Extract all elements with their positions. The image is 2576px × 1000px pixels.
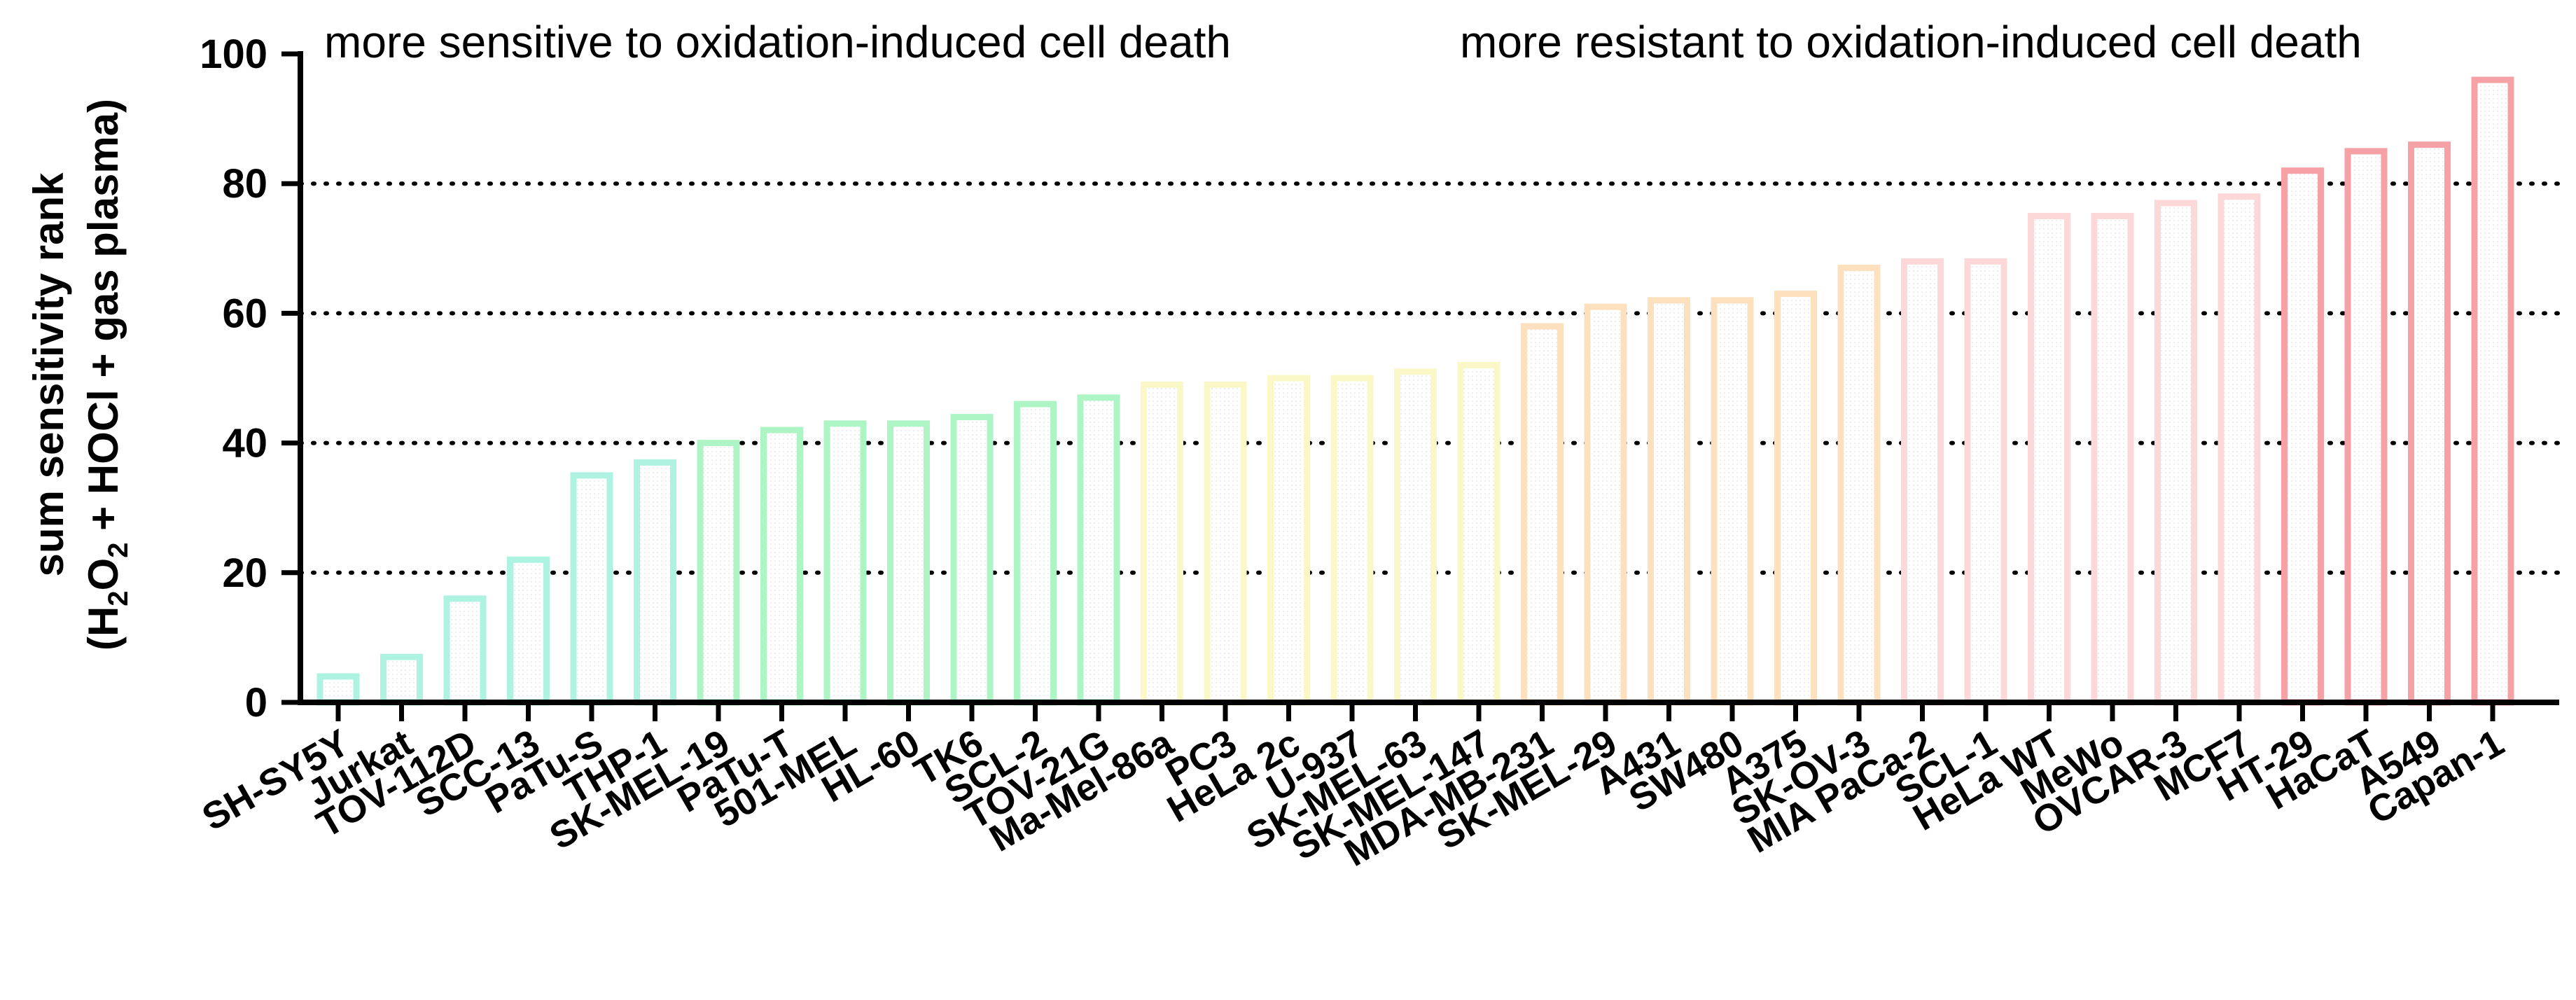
y-axis-title-subscript: 2 xyxy=(103,590,134,606)
y-ticks: 0 20 40 60 80 100 xyxy=(200,32,300,725)
y-tick-label: 0 xyxy=(245,680,267,725)
y-axis-title-part: (H xyxy=(80,606,127,651)
bar xyxy=(2091,213,2134,706)
bar xyxy=(823,420,867,706)
bar xyxy=(2344,148,2388,706)
y-tick-label: 40 xyxy=(222,421,267,466)
bar xyxy=(2218,193,2261,706)
annotation-resistant: more resistant to oxidation-induced cell… xyxy=(1460,17,2362,67)
bar xyxy=(1837,265,1881,706)
bar xyxy=(1077,394,1120,706)
bar xyxy=(760,426,803,706)
bars xyxy=(316,76,2514,706)
gridlines xyxy=(298,181,2561,575)
bar xyxy=(1141,381,1183,706)
bar xyxy=(380,653,423,706)
axes xyxy=(298,51,2559,705)
bar xyxy=(570,472,613,706)
bar xyxy=(1711,297,1754,706)
y-axis-title-line2: (H2O2 + HOCl + gas plasma) xyxy=(80,99,134,651)
bar xyxy=(507,556,550,706)
bar xyxy=(2471,76,2514,706)
bar xyxy=(1964,258,2007,706)
y-tick-label: 100 xyxy=(200,32,267,77)
bar xyxy=(1014,401,1057,706)
y-tick-label: 20 xyxy=(222,550,267,596)
bar xyxy=(1521,323,1564,706)
bar xyxy=(2408,141,2451,706)
bar xyxy=(443,595,487,706)
bar xyxy=(1584,303,1627,706)
annotation-sensitive: more sensitive to oxidation-induced cell… xyxy=(324,17,1231,67)
bar xyxy=(2154,200,2197,706)
bar xyxy=(1204,381,1247,706)
y-axis-title-line1: sum sensitivity rank xyxy=(25,172,72,577)
x-ticks: SH-SY5YJurkatTOV-112DSCC-13PaTu-STHP-1SK… xyxy=(195,702,2511,875)
bar xyxy=(950,414,994,706)
bar xyxy=(634,459,676,706)
bar xyxy=(316,673,360,706)
bar xyxy=(1457,361,1501,706)
bar xyxy=(1901,258,1944,706)
y-axis-title-subscript: 2 xyxy=(103,543,134,558)
bar xyxy=(1774,291,1817,706)
bar xyxy=(1394,368,1437,706)
bar xyxy=(2028,213,2070,706)
y-axis-title-part: + HOCl + gas plasma) xyxy=(80,99,127,543)
y-axis-title: sum sensitivity rank (H2O2 + HOCl + gas … xyxy=(25,99,134,651)
bar xyxy=(1267,375,1310,706)
bar xyxy=(887,420,930,706)
bar xyxy=(1648,297,1690,706)
bar xyxy=(2281,167,2324,706)
bar xyxy=(697,440,740,706)
bar xyxy=(1330,375,1374,706)
y-tick-label: 80 xyxy=(222,161,267,207)
y-axis-title-part: O xyxy=(80,558,127,591)
y-tick-label: 60 xyxy=(222,291,267,336)
